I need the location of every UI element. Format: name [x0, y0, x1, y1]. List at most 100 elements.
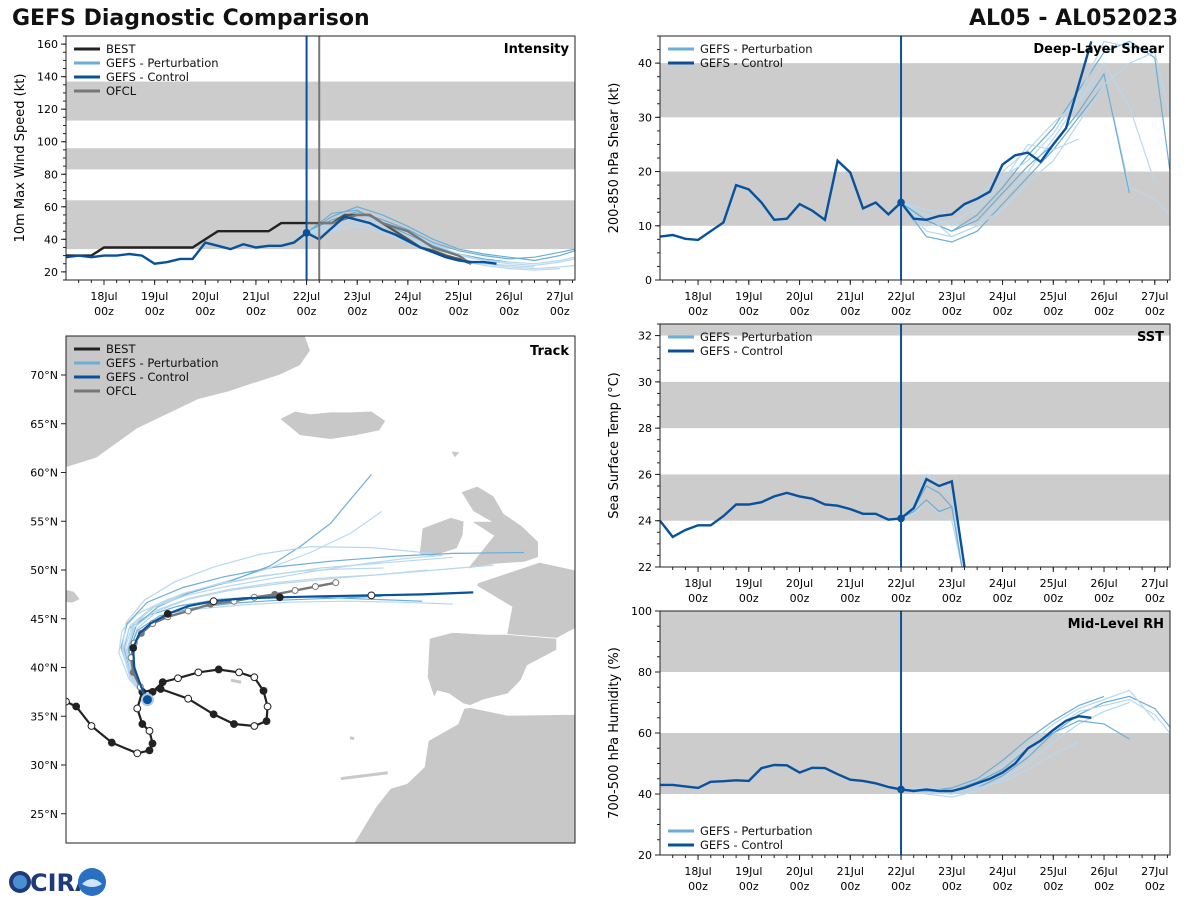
perturbation-track-line: [118, 556, 453, 701]
x-tick-label-day: 27Jul: [1141, 290, 1168, 303]
y-tick-label: 40: [638, 788, 652, 801]
x-tick-label-hour: 00z: [790, 880, 810, 893]
perturbation-member-line: [900, 84, 1105, 243]
legend-label: GEFS - Control: [700, 838, 783, 852]
x-tick-label-day: 20Jul: [192, 290, 219, 303]
land-france: [475, 561, 575, 639]
legend-label: GEFS - Perturbation: [106, 356, 219, 370]
x-tick-label-hour: 00z: [1094, 592, 1114, 605]
legend-label: GEFS - Perturbation: [700, 330, 813, 344]
island-canaries: [340, 771, 388, 781]
lat-tick-label: 65°N: [30, 418, 58, 431]
perturbation-track-line: [122, 554, 443, 701]
legend-label: BEST: [106, 342, 136, 356]
best-track-marker: [87, 722, 96, 730]
y-tick-label: 40: [638, 57, 652, 70]
swirl-icon: [82, 879, 102, 887]
shear-plot-area: [660, 40, 1170, 243]
land-greenland: [66, 336, 311, 469]
sst-frame: [659, 323, 1171, 568]
x-tick-label-day: 23Jul: [344, 290, 371, 303]
x-tick-label-day: 18Jul: [684, 577, 711, 590]
x-tick-label-hour: 00z: [993, 880, 1013, 893]
best-track-marker: [262, 717, 271, 726]
perturbation-member-line: [900, 701, 1130, 798]
best-track-marker: [133, 704, 142, 713]
x-tick-label-day: 22Jul: [887, 290, 914, 303]
track-panel-title: Track: [530, 344, 569, 359]
legend-label: BEST: [106, 42, 136, 56]
x-tick-label-day: 24Jul: [394, 290, 421, 303]
x-tick-label-hour: 00z: [739, 305, 759, 318]
x-tick-label-hour: 00z: [942, 592, 962, 605]
y-tick-label: 160: [37, 38, 58, 51]
x-tick-label-hour: 00z: [1043, 880, 1063, 893]
best-track-marker: [209, 710, 218, 719]
x-tick-label-hour: 00z: [840, 592, 860, 605]
threshold-band: [660, 474, 1170, 521]
best-track-marker: [107, 738, 116, 747]
threshold-band: [66, 200, 575, 250]
threshold-band: [660, 171, 1170, 226]
best-track-marker: [138, 720, 147, 728]
x-tick-label-hour: 00z: [1145, 305, 1165, 318]
best-track-marker: [174, 674, 182, 683]
ofcl-track-line: [129, 581, 337, 701]
x-tick-label-hour: 00z: [1043, 305, 1063, 318]
x-tick-label-hour: 00z: [942, 305, 962, 318]
x-tick-label-day: 20Jul: [786, 290, 813, 303]
x-tick-label-day: 23Jul: [938, 577, 965, 590]
control-line: [66, 215, 497, 265]
track-plot-area: [66, 336, 575, 843]
perturbation-track-line: [125, 569, 428, 701]
x-tick-label-day: 19Jul: [735, 290, 762, 303]
x-tick-label-day: 27Jul: [1141, 865, 1168, 878]
best-track-marker: [184, 694, 193, 703]
current-position-marker: [140, 693, 154, 707]
x-tick-label-hour: 00z: [550, 305, 570, 318]
best-track-marker: [145, 726, 154, 735]
land-iceland: [279, 410, 387, 440]
best-track-marker: [72, 702, 81, 711]
land-britain: [460, 485, 539, 570]
y-tick-label: 120: [37, 103, 58, 116]
x-tick-label-day: 19Jul: [735, 865, 762, 878]
y-tick-label: 24: [638, 515, 652, 528]
lat-tick-label: 40°N: [30, 662, 58, 675]
threshold-band: [66, 148, 575, 170]
best-line: [66, 221, 307, 257]
sst-panel-title: SST: [1137, 330, 1164, 345]
x-tick-label-day: 27Jul: [1141, 577, 1168, 590]
best-track-marker: [194, 668, 203, 677]
y-tick-label: 60: [44, 201, 58, 214]
y-tick-label: 26: [638, 468, 652, 481]
storm-id: AL05 - AL052023: [969, 6, 1178, 31]
x-tick-label-hour: 00z: [1145, 592, 1165, 605]
x-tick-label-day: 24Jul: [989, 577, 1016, 590]
x-tick-label-hour: 00z: [1094, 880, 1114, 893]
lat-tick-label: 70°N: [30, 369, 58, 382]
land-morocco: [349, 707, 575, 843]
y-tick-label: 28: [638, 422, 652, 435]
rh-y-axis-label: 700-500 hPa Humidity (%): [607, 647, 622, 819]
x-tick-label-hour: 00z: [688, 880, 708, 893]
control-track-marker: [129, 644, 138, 652]
sst-plot-area: [660, 324, 1170, 567]
y-tick-label: 20: [638, 166, 652, 179]
x-tick-label-day: 18Jul: [684, 290, 711, 303]
x-tick-label-day: 20Jul: [786, 865, 813, 878]
perturbation-member-line: [306, 222, 575, 270]
x-tick-label-hour: 00z: [195, 305, 215, 318]
x-tick-label-day: 19Jul: [141, 290, 168, 303]
control-track-line: [132, 591, 474, 701]
sst-y-axis-label: Sea Surface Temp (°C): [607, 372, 622, 519]
best-track-marker: [133, 749, 142, 758]
x-tick-label-hour: 00z: [993, 592, 1013, 605]
perturbation-member-line: [900, 473, 963, 567]
y-tick-label: 100: [631, 605, 652, 618]
legend-label: GEFS - Control: [106, 70, 189, 84]
best-track-marker: [230, 720, 238, 728]
land-iberia: [426, 631, 558, 706]
intensity-y-axis-label: 10m Max Wind Speed (kt): [13, 74, 28, 243]
